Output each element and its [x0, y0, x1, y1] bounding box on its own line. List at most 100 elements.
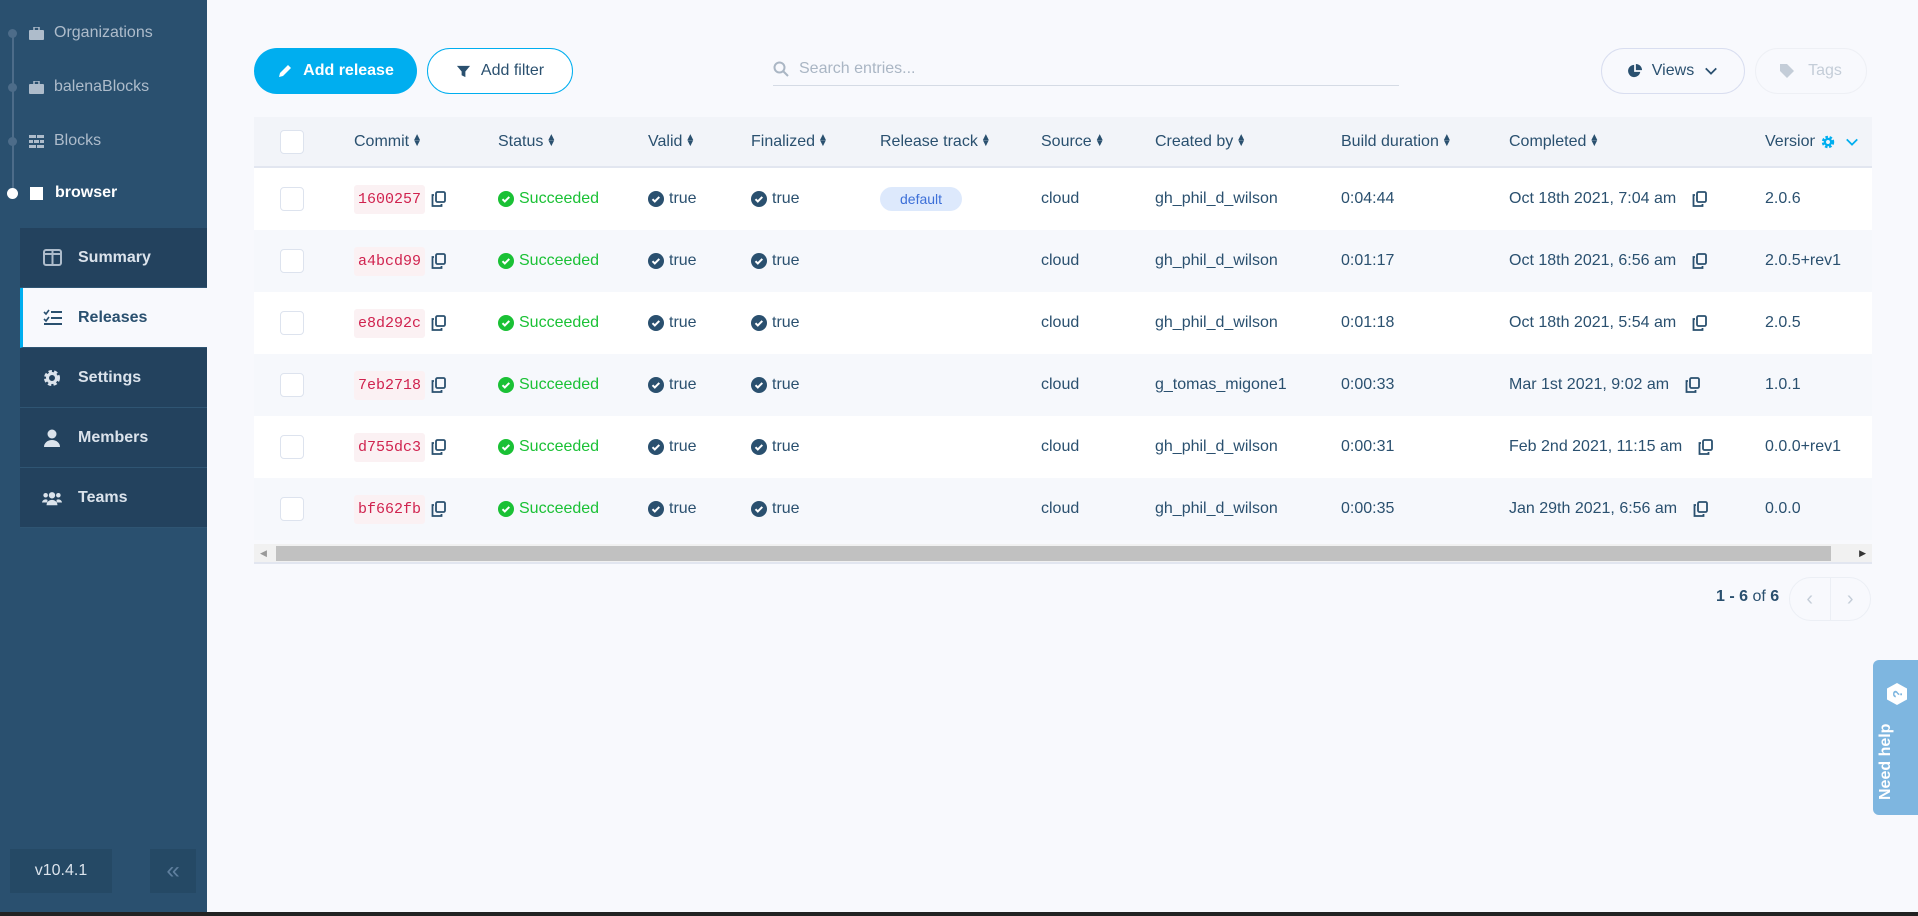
chevron-down-icon [1705, 67, 1718, 75]
created-by-value: gh_phil_d_wilson [1155, 252, 1278, 269]
search-input[interactable] [799, 59, 1359, 78]
add-filter-button[interactable]: Add filter [427, 48, 573, 94]
finalized-value: true [772, 500, 800, 517]
copy-icon[interactable] [431, 314, 446, 331]
breadcrumb-label: balenaBlocks [54, 78, 150, 95]
sidebar-item-teams[interactable]: Teams [20, 468, 207, 528]
table-row[interactable]: e8d292c Succeeded true true cloud gh_phi… [254, 292, 1872, 354]
sidebar-item-label: Settings [78, 368, 142, 386]
pie-chart-icon [1627, 64, 1642, 78]
sidebar-item-settings[interactable]: Settings [20, 348, 207, 408]
column-header[interactable]: Source ▲ ▼ [1041, 132, 1105, 150]
sort-icon[interactable]: ▲ ▼ [1094, 132, 1105, 150]
breadcrumb-item[interactable]: Blocks [0, 129, 101, 153]
row-checkbox[interactable] [280, 249, 304, 273]
collapse-sidebar-button[interactable]: « [150, 849, 196, 893]
prev-page-button[interactable]: ‹ [1790, 578, 1831, 620]
breadcrumb-label: Blocks [54, 132, 102, 149]
chevron-down-icon[interactable] [1845, 135, 1859, 149]
table-row[interactable]: a4bcd99 Succeeded true true cloud gh_phi… [254, 230, 1872, 292]
completed-value: Jan 29th 2021, 6:56 am [1509, 500, 1678, 517]
row-checkbox[interactable] [280, 187, 304, 211]
copy-icon[interactable] [1692, 253, 1708, 269]
status-badge: Succeeded [498, 252, 648, 270]
sort-icon[interactable]: ▲ ▼ [818, 132, 828, 150]
row-checkbox[interactable] [280, 311, 304, 335]
views-button[interactable]: Views [1601, 48, 1745, 94]
check-circle-icon [648, 191, 669, 207]
scroll-left-icon[interactable]: ◀ [260, 548, 267, 558]
finalized-value: true [772, 252, 800, 269]
gear-icon[interactable] [1821, 135, 1835, 149]
copy-icon[interactable] [1692, 191, 1708, 207]
breadcrumb-item[interactable]: Organizations [0, 21, 153, 45]
tags-icon [1780, 64, 1795, 78]
pagination-label: 1 - 6 of 6 [1716, 588, 1780, 605]
sort-icon[interactable]: ▲ ▼ [685, 132, 696, 150]
source-value: cloud [1041, 190, 1080, 207]
need-help-tab[interactable]: ? Need help [1873, 660, 1918, 815]
row-checkbox[interactable] [280, 497, 304, 521]
row-checkbox[interactable] [280, 435, 304, 459]
tags-button[interactable]: Tags [1755, 48, 1867, 94]
table-row[interactable]: 7eb2718 Succeeded true true cloud g_toma… [254, 354, 1872, 416]
table-row[interactable]: d755dc3 Succeeded true true cloud gh_phi… [254, 416, 1872, 478]
list-check-icon [42, 309, 62, 327]
version-value: 2.0.6 [1765, 190, 1801, 207]
source-value: cloud [1041, 252, 1080, 269]
commit-hash: d755dc3 [354, 433, 426, 462]
briefcase-icon [29, 25, 44, 40]
column-header[interactable]: Status ▲ ▼ [498, 132, 557, 150]
copy-icon[interactable] [431, 252, 446, 269]
scroll-right-icon[interactable]: ▶ [1859, 548, 1866, 558]
select-all-checkbox[interactable] [280, 129, 304, 154]
copy-icon[interactable] [431, 500, 446, 517]
breadcrumb-item[interactable]: browser [0, 181, 117, 205]
gear-icon [42, 369, 62, 387]
sidebar-item-releases[interactable]: Releases [20, 288, 207, 348]
add-release-button[interactable]: Add release [254, 48, 417, 94]
copy-icon[interactable] [1693, 501, 1709, 517]
completed-value: Mar 1st 2021, 9:02 am [1509, 376, 1670, 393]
copy-icon[interactable] [431, 190, 446, 207]
copy-icon[interactable] [1685, 377, 1700, 393]
scrollbar-thumb[interactable] [276, 546, 1831, 561]
sort-icon[interactable]: ▲ ▼ [1589, 132, 1600, 150]
sidebar-nav: Summary Releases Settings Members Teams [20, 228, 207, 528]
commit-hash: 7eb2718 [354, 371, 426, 400]
column-header[interactable]: Version [1765, 133, 1872, 151]
sort-icon[interactable]: ▲ ▼ [546, 132, 557, 150]
sidebar-item-members[interactable]: Members [20, 408, 207, 468]
check-circle-icon [498, 501, 519, 517]
column-header[interactable]: Finalized ▲ ▼ [751, 132, 828, 150]
breadcrumb-dot [8, 82, 17, 92]
breadcrumb-item[interactable]: balenaBlocks [0, 75, 149, 99]
sort-icon[interactable]: ▲ ▼ [980, 132, 991, 150]
table-row[interactable]: bf662fb Succeeded true true cloud gh_phi… [254, 478, 1872, 540]
sidebar-item-summary[interactable]: Summary [20, 228, 207, 288]
row-checkbox[interactable] [280, 373, 304, 397]
version-value: 2.0.5+rev1 [1765, 252, 1842, 269]
sort-icon[interactable]: ▲ ▼ [1236, 132, 1247, 150]
search-icon [773, 61, 789, 77]
next-page-button[interactable]: › [1831, 578, 1871, 620]
column-header[interactable]: Completed ▲ ▼ [1509, 132, 1600, 150]
copy-icon[interactable] [431, 438, 446, 455]
copy-icon[interactable] [431, 376, 446, 393]
users-icon [42, 489, 62, 507]
column-header[interactable]: Created by ▲ ▼ [1155, 132, 1247, 150]
valid-value: true [669, 376, 697, 393]
column-header[interactable]: Build duration ▲ ▼ [1341, 132, 1452, 150]
column-header[interactable]: Release track ▲ ▼ [880, 132, 991, 150]
copy-icon[interactable] [1698, 439, 1714, 455]
sort-icon[interactable]: ▲ ▼ [412, 132, 423, 150]
table-row[interactable]: 1600257 Succeeded true true default clou… [254, 168, 1872, 230]
user-icon [42, 429, 62, 447]
status-badge: Succeeded [498, 500, 648, 518]
column-header[interactable]: Valid ▲ ▼ [648, 132, 696, 150]
copy-icon[interactable] [1692, 315, 1708, 331]
check-circle-icon [751, 439, 772, 455]
horizontal-scrollbar[interactable]: ◀ ▶ [254, 544, 1872, 564]
column-header[interactable]: Commit ▲ ▼ [354, 132, 423, 150]
sort-icon[interactable]: ▲ ▼ [1441, 132, 1452, 150]
